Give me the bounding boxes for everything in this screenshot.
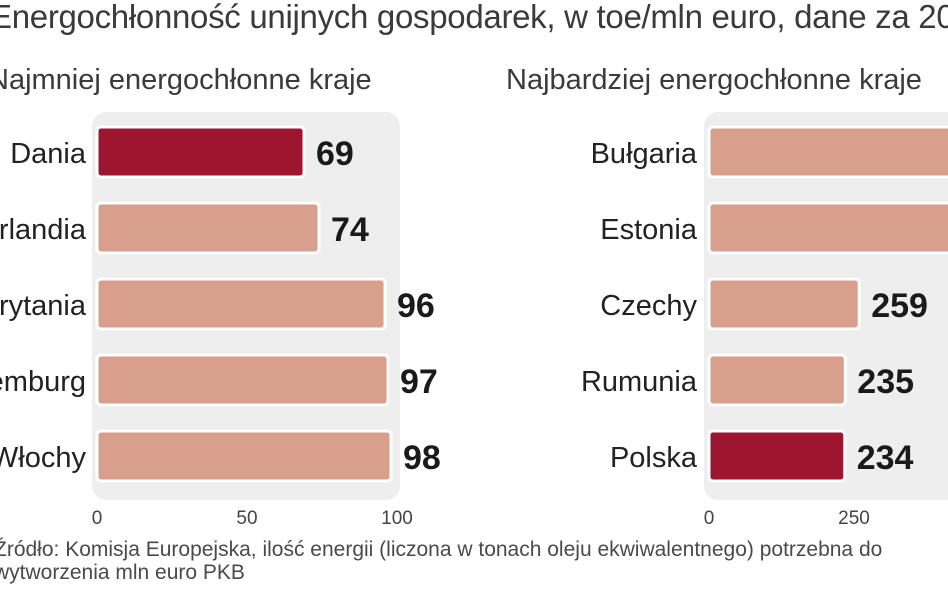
left-bar-3 bbox=[95, 277, 387, 331]
left-bar-2 bbox=[95, 201, 321, 255]
left-value-label-2: 74 bbox=[331, 211, 369, 249]
left-value-label-3: 96 bbox=[397, 287, 435, 325]
right-category-label-1: Bułgaria bbox=[591, 138, 698, 170]
left-bar-5 bbox=[95, 429, 393, 483]
source-line-2: wytworzenia mln euro PKB bbox=[0, 561, 245, 584]
left-category-label-5: Włochy bbox=[0, 442, 86, 474]
left-value-label-5: 98 bbox=[403, 439, 441, 477]
left-category-label-2: Irlandia bbox=[0, 214, 87, 246]
right-bar-4 bbox=[707, 353, 847, 407]
right-category-label-3: Czechy bbox=[600, 290, 697, 322]
right-x-tick-2: 250 bbox=[838, 508, 870, 529]
right-value-label-5: 234 bbox=[857, 439, 914, 477]
left-x-tick-2: 50 bbox=[236, 508, 257, 529]
left-bar-1 bbox=[95, 125, 306, 179]
source-line-1: Źródło: Komisja Europejska, ilość energi… bbox=[0, 538, 883, 561]
right-panel-title: Najbardziej energochłonne kraje bbox=[506, 64, 922, 96]
right-value-label-3: 259 bbox=[871, 287, 928, 325]
left-category-label-1: Dania bbox=[10, 138, 87, 170]
left-panel-title: Najmniej energochłonne kraje bbox=[0, 64, 372, 96]
chart-title: Energochłonność unijnych gospodarek, w t… bbox=[0, 0, 948, 35]
left-value-label-1: 69 bbox=[316, 135, 354, 173]
right-x-tick-1: 0 bbox=[704, 508, 715, 529]
left-bar-4 bbox=[95, 353, 390, 407]
left-category-label-3: Wielka Brytania bbox=[0, 290, 87, 322]
right-category-label-4: Rumunia bbox=[581, 366, 698, 398]
left-category-label-4: Luksemburg bbox=[0, 366, 86, 398]
source-note: Źródło: Komisja Europejska, ilość energi… bbox=[0, 538, 882, 584]
left-x-tick-1: 0 bbox=[92, 508, 103, 529]
left-value-label-4: 97 bbox=[400, 363, 438, 401]
right-bar-3 bbox=[707, 277, 861, 331]
right-value-label-4: 235 bbox=[857, 363, 914, 401]
right-bar-1 bbox=[707, 125, 948, 179]
left-x-tick-3: 100 bbox=[381, 508, 413, 529]
right-category-label-2: Estonia bbox=[600, 214, 698, 246]
right-bar-5 bbox=[707, 429, 847, 483]
right-category-label-5: Polska bbox=[610, 442, 698, 474]
right-bar-2 bbox=[707, 201, 948, 255]
